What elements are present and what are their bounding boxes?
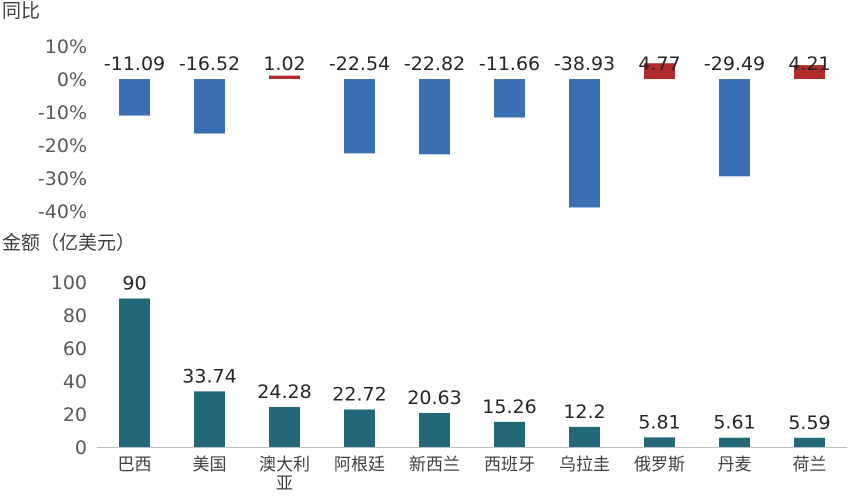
x-category-label: 新西兰 xyxy=(409,455,460,475)
bottom-bar-5 xyxy=(419,412,450,447)
bottom-bar-6 xyxy=(494,421,525,447)
x-category-label: 西班牙 xyxy=(484,455,535,475)
yoy-change-chart: 10% 0% -10% -20% -30% -40% -11.09 -16.52 1.02 -22… xyxy=(38,36,831,223)
top-data-label: 4.77 xyxy=(638,53,680,75)
top-bar-1 xyxy=(119,79,150,116)
bottom-data-label: 33.74 xyxy=(182,365,236,387)
x-category-label: 乌拉圭 xyxy=(559,455,610,475)
bottom-data-label: 5.81 xyxy=(638,411,680,433)
x-category-label: 巴西 xyxy=(118,455,152,475)
bottom-y-tick-label: 60 xyxy=(63,338,87,360)
bottom-bar-1 xyxy=(119,298,150,447)
x-category-label: 美国 xyxy=(193,455,227,475)
top-data-label: 1.02 xyxy=(263,53,305,75)
top-bar-7 xyxy=(569,79,600,208)
bottom-data-label: 20.63 xyxy=(407,387,461,409)
x-category-label: 丹麦 xyxy=(718,455,752,475)
bottom-chart-axis-title: 金额（亿美元） xyxy=(2,232,135,254)
x-category-label: 澳大利 xyxy=(259,455,310,475)
top-chart-axis-title: 同比 xyxy=(2,0,40,22)
bottom-data-label: 12.2 xyxy=(563,401,605,423)
bottom-bar-4 xyxy=(344,409,375,447)
x-category-label: 俄罗斯 xyxy=(634,455,685,475)
top-bar-8 xyxy=(644,63,675,79)
bottom-data-label: 15.26 xyxy=(482,396,536,418)
top-y-tick-label: 0% xyxy=(57,69,87,91)
bottom-y-tick-label: 40 xyxy=(63,371,87,393)
bottom-data-label: 5.61 xyxy=(713,412,755,434)
top-data-label: -11.09 xyxy=(104,53,165,75)
top-data-label: -16.52 xyxy=(179,53,240,75)
top-bar-9 xyxy=(719,79,750,177)
top-data-label: -22.54 xyxy=(329,53,390,75)
x-category-label: 荷兰 xyxy=(793,455,827,475)
bottom-y-tick-label: 0 xyxy=(75,437,87,459)
top-data-label: 4.21 xyxy=(788,53,830,75)
bottom-bar-10 xyxy=(794,437,825,447)
bottom-y-tick-label: 80 xyxy=(63,305,87,327)
top-data-label: -11.66 xyxy=(479,53,540,75)
top-y-tick-label: -20% xyxy=(38,135,87,157)
top-y-tick-label: 10% xyxy=(45,36,87,58)
bottom-data-label: 90 xyxy=(122,273,146,295)
bottom-bar-9 xyxy=(719,437,750,447)
bottom-bar-2 xyxy=(194,391,225,447)
bottom-y-tick-label: 20 xyxy=(63,404,87,426)
bottom-y-tick-label: 100 xyxy=(51,272,87,294)
bottom-bar-8 xyxy=(644,437,675,447)
bottom-data-label: 5.59 xyxy=(788,412,830,434)
x-category-label: 亚 xyxy=(276,474,293,492)
top-bar-4 xyxy=(344,79,375,154)
bottom-data-label: 22.72 xyxy=(332,384,386,406)
top-bar-10 xyxy=(794,65,825,79)
top-y-tick-label: -30% xyxy=(38,168,87,190)
top-bar-5 xyxy=(419,79,450,155)
top-data-label: -22.82 xyxy=(404,53,465,75)
bottom-data-label: 24.28 xyxy=(257,381,311,403)
x-category-label: 阿根廷 xyxy=(334,455,385,475)
top-data-label: -38.93 xyxy=(554,53,615,75)
bottom-bar-3 xyxy=(269,406,300,447)
top-data-label: -29.49 xyxy=(704,53,765,75)
bottom-bar-7 xyxy=(569,426,600,447)
top-y-tick-label: -40% xyxy=(38,201,87,223)
top-y-tick-label: -10% xyxy=(38,102,87,124)
top-bar-6 xyxy=(494,79,525,118)
top-bar-3 xyxy=(269,75,300,79)
top-bar-2 xyxy=(194,79,225,134)
